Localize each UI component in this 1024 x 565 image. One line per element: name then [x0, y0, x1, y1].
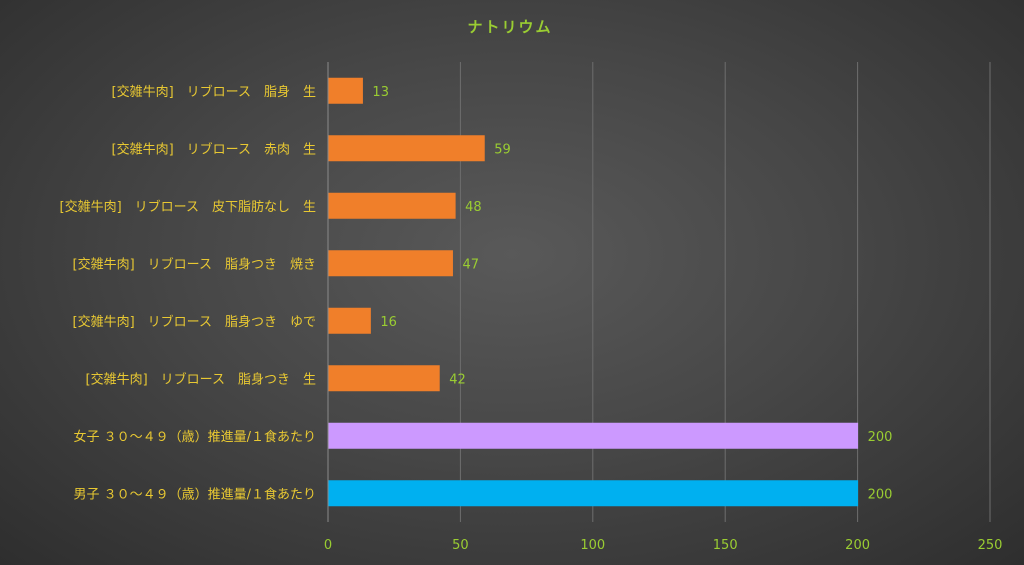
- bar: [328, 77, 363, 104]
- data-label: 200: [868, 430, 893, 445]
- data-label: 47: [462, 257, 479, 272]
- category-label: [交雑牛肉] リブロース 脂身つき ゆで: [73, 314, 317, 330]
- data-label: 59: [494, 142, 511, 157]
- category-label: [交雑牛肉] リブロース 皮下脂肪なし 生: [60, 199, 317, 215]
- bar: [328, 422, 859, 449]
- category-label: [交雑牛肉] リブロース 脂身つき 生: [86, 371, 317, 387]
- data-label: 200: [868, 487, 893, 502]
- data-label: 13: [372, 85, 389, 100]
- data-label: 48: [465, 200, 482, 215]
- x-tick-label: 250: [978, 538, 1003, 553]
- x-tick-label: 50: [452, 538, 469, 553]
- category-label: [交雑牛肉] リブロース 脂身つき 焼き: [73, 256, 317, 272]
- category-label: [交雑牛肉] リブロース 脂身 生: [112, 84, 317, 100]
- data-label: 16: [380, 315, 397, 330]
- bars: [328, 77, 859, 507]
- bar: [328, 480, 859, 507]
- category-label: 男子 ３０～４９（歳）推進量/１食あたり: [73, 486, 316, 502]
- x-tick-label: 0: [324, 538, 332, 553]
- bar: [328, 307, 371, 334]
- x-tick-label: 100: [580, 538, 605, 553]
- data-label: 42: [449, 372, 466, 387]
- bar: [328, 250, 453, 277]
- bar: [328, 135, 485, 162]
- category-label: 女子 ３０～４９（歳）推進量/１食あたり: [73, 429, 316, 445]
- chart-title: ナトリウム: [467, 18, 552, 36]
- labels: 0 50 100 150 200 250 [交雑牛肉] リブロース 脂身 生 13 [交雑牛肉]…: [60, 84, 1003, 553]
- category-label: [交雑牛肉] リブロース 赤肉 生: [112, 141, 317, 157]
- x-tick-label: 200: [845, 538, 870, 553]
- bar: [328, 365, 440, 392]
- x-tick-label: 150: [713, 538, 738, 553]
- bar: [328, 192, 456, 219]
- grid: [327, 62, 991, 522]
